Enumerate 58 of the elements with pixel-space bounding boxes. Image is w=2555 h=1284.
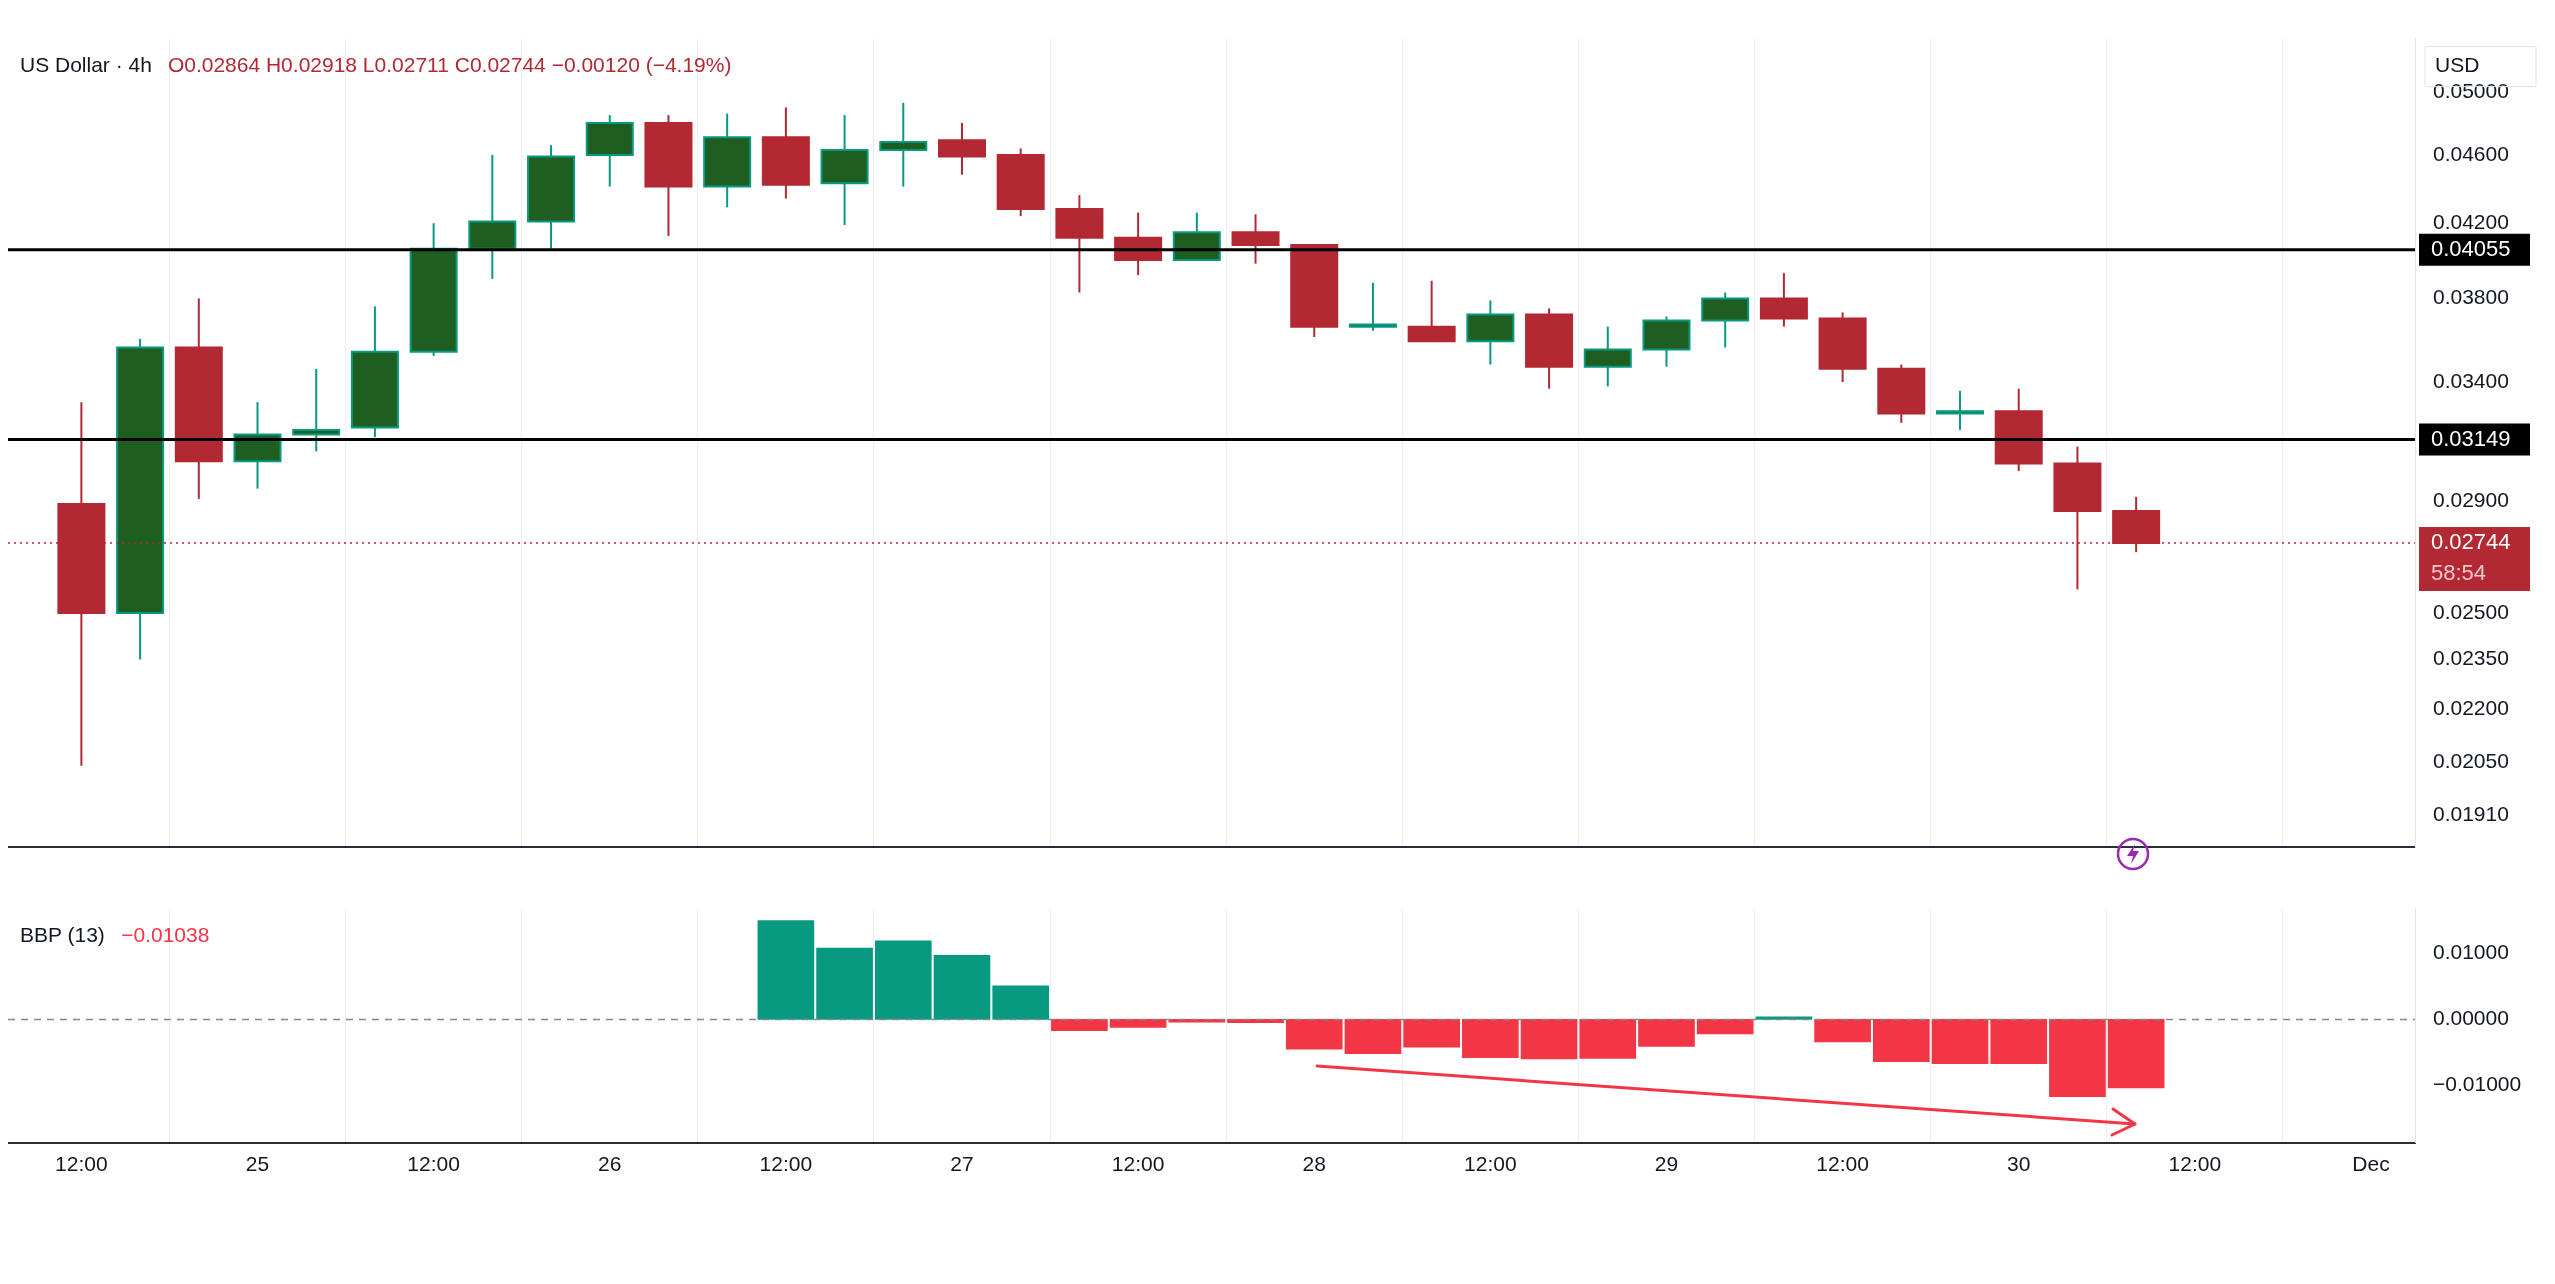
bar [1403, 1019, 1460, 1048]
x-tick-label: 12:00 [55, 1152, 108, 1176]
y-tick-label: 0.04600 [2433, 141, 2509, 165]
y-tick-label: 0.03800 [2433, 285, 2509, 309]
x-tick-label: 12:00 [2168, 1152, 2222, 1176]
bar [1579, 1019, 1637, 1059]
bar [2049, 1019, 2106, 1097]
x-tick-label: 12:00 [1816, 1152, 1869, 1176]
x-tick-label: 12:00 [1464, 1152, 1517, 1176]
bar [757, 920, 815, 1020]
bar [1344, 1019, 1402, 1055]
ref-line-label: 0.02744 [2431, 529, 2511, 555]
y-tick-label: 0.04200 [2433, 210, 2509, 234]
bar [933, 955, 991, 1020]
y-tick-label: 0.03400 [2433, 368, 2509, 392]
y-tick-label: 0.02350 [2433, 646, 2509, 670]
bar [1814, 1019, 1871, 1043]
bar [816, 947, 873, 1020]
x-tick-label: Dec [2352, 1152, 2390, 1176]
bar [874, 940, 932, 1020]
y-tick-label: 0.02900 [2433, 488, 2509, 512]
x-tick-label: 12:00 [1111, 1152, 1165, 1176]
bar [1696, 1019, 1754, 1035]
bar [1931, 1019, 1989, 1064]
x-tick-label: 28 [1302, 1152, 1326, 1176]
y-tick-label: 0.01910 [2433, 802, 2509, 826]
y-tick-label: 0.00000 [2433, 1006, 2509, 1030]
text: −0.01038 [121, 923, 210, 947]
bar [1872, 1019, 1930, 1062]
y-tick-label: 0.01000 [2433, 940, 2509, 964]
bar [1051, 1019, 1108, 1031]
y-tick-label: 0.02500 [2433, 599, 2509, 623]
ref-line-label: 0.04055 [2431, 235, 2511, 261]
ref-line-label: 0.03149 [2431, 425, 2511, 451]
y-axis-title: USD [2435, 53, 2480, 77]
y-tick-label: 0.02050 [2433, 748, 2509, 772]
y-tick-label: 0.05000 [2433, 79, 2509, 103]
text: BBP (13) [20, 923, 105, 947]
bar [1990, 1019, 2048, 1064]
x-tick-label: 30 [2007, 1152, 2031, 1176]
y-tick-label: −0.01000 [2433, 1072, 2522, 1096]
x-tick-label: 29 [1654, 1152, 1679, 1176]
bar [2107, 1019, 2165, 1089]
bar [1109, 1019, 1167, 1028]
x-tick-label: 27 [950, 1152, 974, 1176]
bar [1638, 1019, 1695, 1047]
bar [992, 985, 1050, 1020]
x-tick-label: 25 [245, 1152, 270, 1176]
text: O0.02864 H0.02918 L0.02711 C0.02744 −0.00120 (−4.19%) [167, 53, 732, 77]
x-tick-label: 12:00 [407, 1152, 460, 1176]
bar [1520, 1019, 1578, 1060]
bar [1285, 1019, 1343, 1050]
y-tick-label: 0.02200 [2433, 695, 2509, 719]
text: US Dollar · 4h [20, 53, 152, 77]
x-tick-label: 26 [598, 1152, 622, 1176]
text: 58:54 [2431, 560, 2487, 586]
x-tick-label: 12:00 [759, 1152, 813, 1176]
bar [1462, 1019, 1519, 1059]
